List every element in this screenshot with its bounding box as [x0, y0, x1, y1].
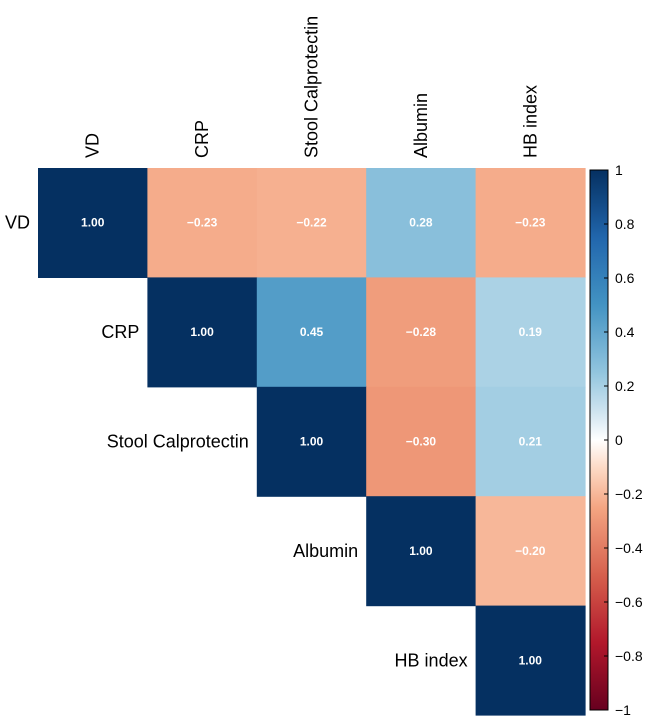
color-bar-tick-label: −0.2	[615, 486, 643, 502]
color-bar-tick-label: 1	[615, 162, 623, 178]
heatmap-cell	[475, 386, 586, 497]
heatmap-cell	[475, 168, 586, 278]
heatmap-cell	[256, 168, 367, 278]
color-bar-tick-label: −1	[615, 702, 631, 718]
cell-value-label: 0.19	[519, 325, 543, 339]
row-label: HB index	[395, 650, 468, 670]
heatmap-cell	[366, 386, 477, 497]
color-bar-tick-label: 0.6	[615, 270, 635, 286]
heatmap-cell	[147, 168, 258, 278]
row-label: VD	[5, 213, 30, 233]
heatmap-cell	[256, 386, 367, 497]
column-label: CRP	[192, 120, 212, 158]
cell-value-label: 1.00	[81, 216, 105, 230]
column-label: HB index	[520, 85, 540, 158]
cell-value-label: −0.22	[296, 216, 327, 230]
cell-value-label: −0.28	[406, 325, 437, 339]
heatmap-cell	[366, 496, 477, 607]
cell-value-label: 1.00	[300, 435, 324, 449]
heatmap-cell	[256, 277, 367, 388]
row-label: CRP	[101, 322, 139, 342]
color-bar-tick-label: −0.6	[615, 594, 643, 610]
cell-value-label: 1.00	[409, 544, 433, 558]
cell-value-label: 0.28	[409, 216, 433, 230]
cell-value-label: −0.20	[515, 544, 546, 558]
color-bar-tick-label: −0.4	[615, 540, 643, 556]
column-label: VD	[83, 133, 103, 158]
color-bar-tick-label: 0	[615, 432, 623, 448]
heatmap-cell	[475, 277, 586, 388]
heatmap-cell	[366, 168, 477, 278]
cell-value-label: 1.00	[190, 325, 214, 339]
heatmap-cell	[366, 277, 477, 388]
heatmap-cell	[475, 605, 586, 716]
heatmap-cell	[38, 168, 148, 278]
column-label: Albumin	[411, 93, 431, 158]
row-label: Stool Calprotectin	[107, 432, 249, 452]
cell-value-label: −0.23	[187, 216, 218, 230]
cell-value-label: 1.00	[519, 653, 543, 667]
color-bar-tick-label: −0.8	[615, 648, 643, 664]
column-label: Stool Calprotectin	[302, 16, 322, 158]
color-bar-tick-label: 0.4	[615, 324, 635, 340]
color-bar-tick-label: 0.8	[615, 216, 635, 232]
color-bar-tick-label: 0.2	[615, 378, 635, 394]
heatmap-cell	[475, 496, 586, 607]
row-label: Albumin	[293, 541, 358, 561]
cell-value-label: −0.30	[406, 435, 437, 449]
cell-value-label: 0.21	[519, 435, 543, 449]
cell-value-label: −0.23	[515, 216, 546, 230]
heatmap-cell	[147, 277, 258, 388]
cell-value-label: 0.45	[300, 325, 324, 339]
